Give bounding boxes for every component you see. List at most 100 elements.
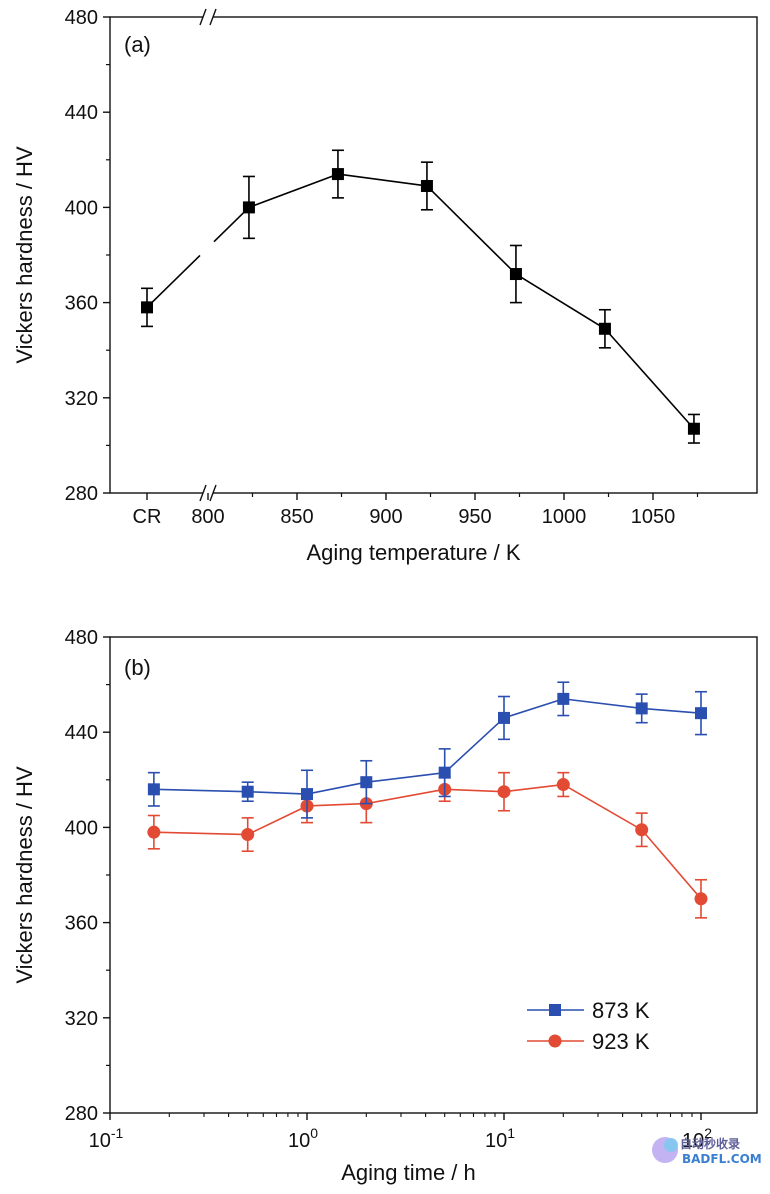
y-tick-label: 320 (65, 1008, 98, 1030)
x-tick-label-base: 10 (89, 1130, 111, 1152)
series-line-segment (503, 783, 564, 793)
panel-label-b: (b) (124, 655, 151, 680)
series-line-segment (153, 788, 248, 793)
data-point (695, 707, 707, 720)
watermark-text: 自动秒收录 (680, 1136, 740, 1151)
data-point (147, 783, 160, 796)
watermark-text: BADFL.COM (682, 1152, 762, 1166)
legend-marker (549, 1004, 561, 1016)
data-point (635, 702, 648, 715)
x-tick-label: 900 (369, 506, 402, 528)
y-axis-label: Vickers hardness / HV (12, 766, 37, 984)
axis-break-mark-0 (199, 8, 207, 26)
legend: 873 K 923 K (527, 998, 650, 1054)
series-line-segment (366, 788, 445, 805)
axis-break-mark-1 (199, 484, 207, 502)
series-line-segment (247, 790, 308, 795)
y-tick-label: 400 (65, 197, 98, 219)
data-point (556, 778, 570, 792)
x-tick-label: 1000 (542, 506, 587, 528)
y-tick-label: 360 (65, 293, 98, 315)
x-tick-label-exponent: 2 (704, 1125, 712, 1141)
series-line-segment (444, 717, 505, 774)
data-point (687, 422, 700, 435)
x-tick-label-exponent: -1 (111, 1125, 124, 1141)
data-point (241, 785, 254, 798)
plot-frame-b (109, 636, 758, 1114)
axis-break-mark-0 (209, 8, 217, 26)
series-line-segment (426, 185, 517, 275)
data-point (498, 711, 510, 724)
data-point (242, 201, 255, 214)
series-line-segment (306, 781, 367, 795)
data-point (497, 785, 511, 799)
y-tick-label: 320 (65, 388, 98, 410)
legend-label: 923 K (592, 1029, 650, 1054)
data-point (147, 825, 161, 839)
series-line-segment (604, 328, 695, 430)
data-point (141, 301, 153, 314)
x-axis-label: Aging time / h (341, 1160, 476, 1185)
series-line-segment (641, 707, 702, 714)
x-tick-label: 102 (682, 1125, 712, 1152)
x-tick-label-base: 10 (682, 1130, 704, 1152)
series-line-segment (366, 771, 445, 783)
x-tick-label: 850 (280, 506, 313, 528)
series-line-segment (153, 831, 248, 836)
y-tick-label: 400 (65, 817, 98, 839)
legend-label: 873 K (592, 998, 650, 1023)
x-tick-label: 1050 (631, 506, 676, 528)
x-tick-label-exponent: 0 (310, 1125, 318, 1141)
data-point (635, 823, 649, 837)
data-point (598, 322, 611, 335)
watermark-logo-icon-highlight (664, 1138, 678, 1152)
y-axis-label: Vickers hardness / HV (12, 146, 37, 364)
axis-break-mark-1 (209, 484, 217, 502)
series-line-segment (503, 698, 564, 719)
y-tick-label: 440 (65, 722, 98, 744)
data-point (509, 268, 522, 281)
y-tick-label: 480 (65, 7, 98, 29)
panel-label-a: (a) (124, 32, 151, 57)
x-tick-label-base: 10 (485, 1130, 507, 1152)
y-tick-label: 280 (65, 483, 98, 505)
y-tick-label: 360 (65, 913, 98, 935)
series-line-segment (146, 254, 201, 308)
y-tick-label: 480 (65, 627, 98, 649)
y-tick-label: 440 (65, 102, 98, 124)
x-tick-label-base: 10 (288, 1130, 310, 1152)
data-point (557, 692, 570, 705)
data-point (301, 788, 313, 801)
x-tick-label: 10-1 (89, 1125, 124, 1152)
series-line-segment (562, 783, 643, 831)
plot-frame-a (109, 16, 758, 494)
series-line-segment (306, 802, 367, 807)
x-tick-label: 950 (458, 506, 491, 528)
x-tick-label: CR (133, 506, 162, 528)
series-line-segment (248, 173, 339, 209)
series-line-segment (515, 273, 606, 330)
data-point (360, 776, 373, 789)
axis-break-gap-0 (203, 14, 213, 20)
legend-marker (548, 1034, 562, 1048)
data-point (694, 892, 708, 906)
x-tick-label: 800 (191, 506, 224, 528)
data-point (241, 828, 255, 842)
series-line-segment (444, 788, 505, 793)
chart-a: 280 320 360 400 440 480 CR 800 850 900 950 1000 1050… (12, 7, 758, 565)
data-point (420, 179, 433, 192)
series-line-segment (641, 829, 702, 900)
x-tick-label: 101 (485, 1125, 515, 1152)
series-0 (147, 681, 707, 819)
data-point (438, 766, 451, 779)
series-line-segment (563, 698, 642, 710)
series-1 (147, 771, 708, 919)
series-line-segment (247, 805, 308, 836)
series-line-segment (337, 173, 428, 187)
x-tick-label-exponent: 1 (507, 1125, 515, 1141)
x-tick-label: 100 (288, 1125, 318, 1152)
data-point (331, 168, 344, 181)
